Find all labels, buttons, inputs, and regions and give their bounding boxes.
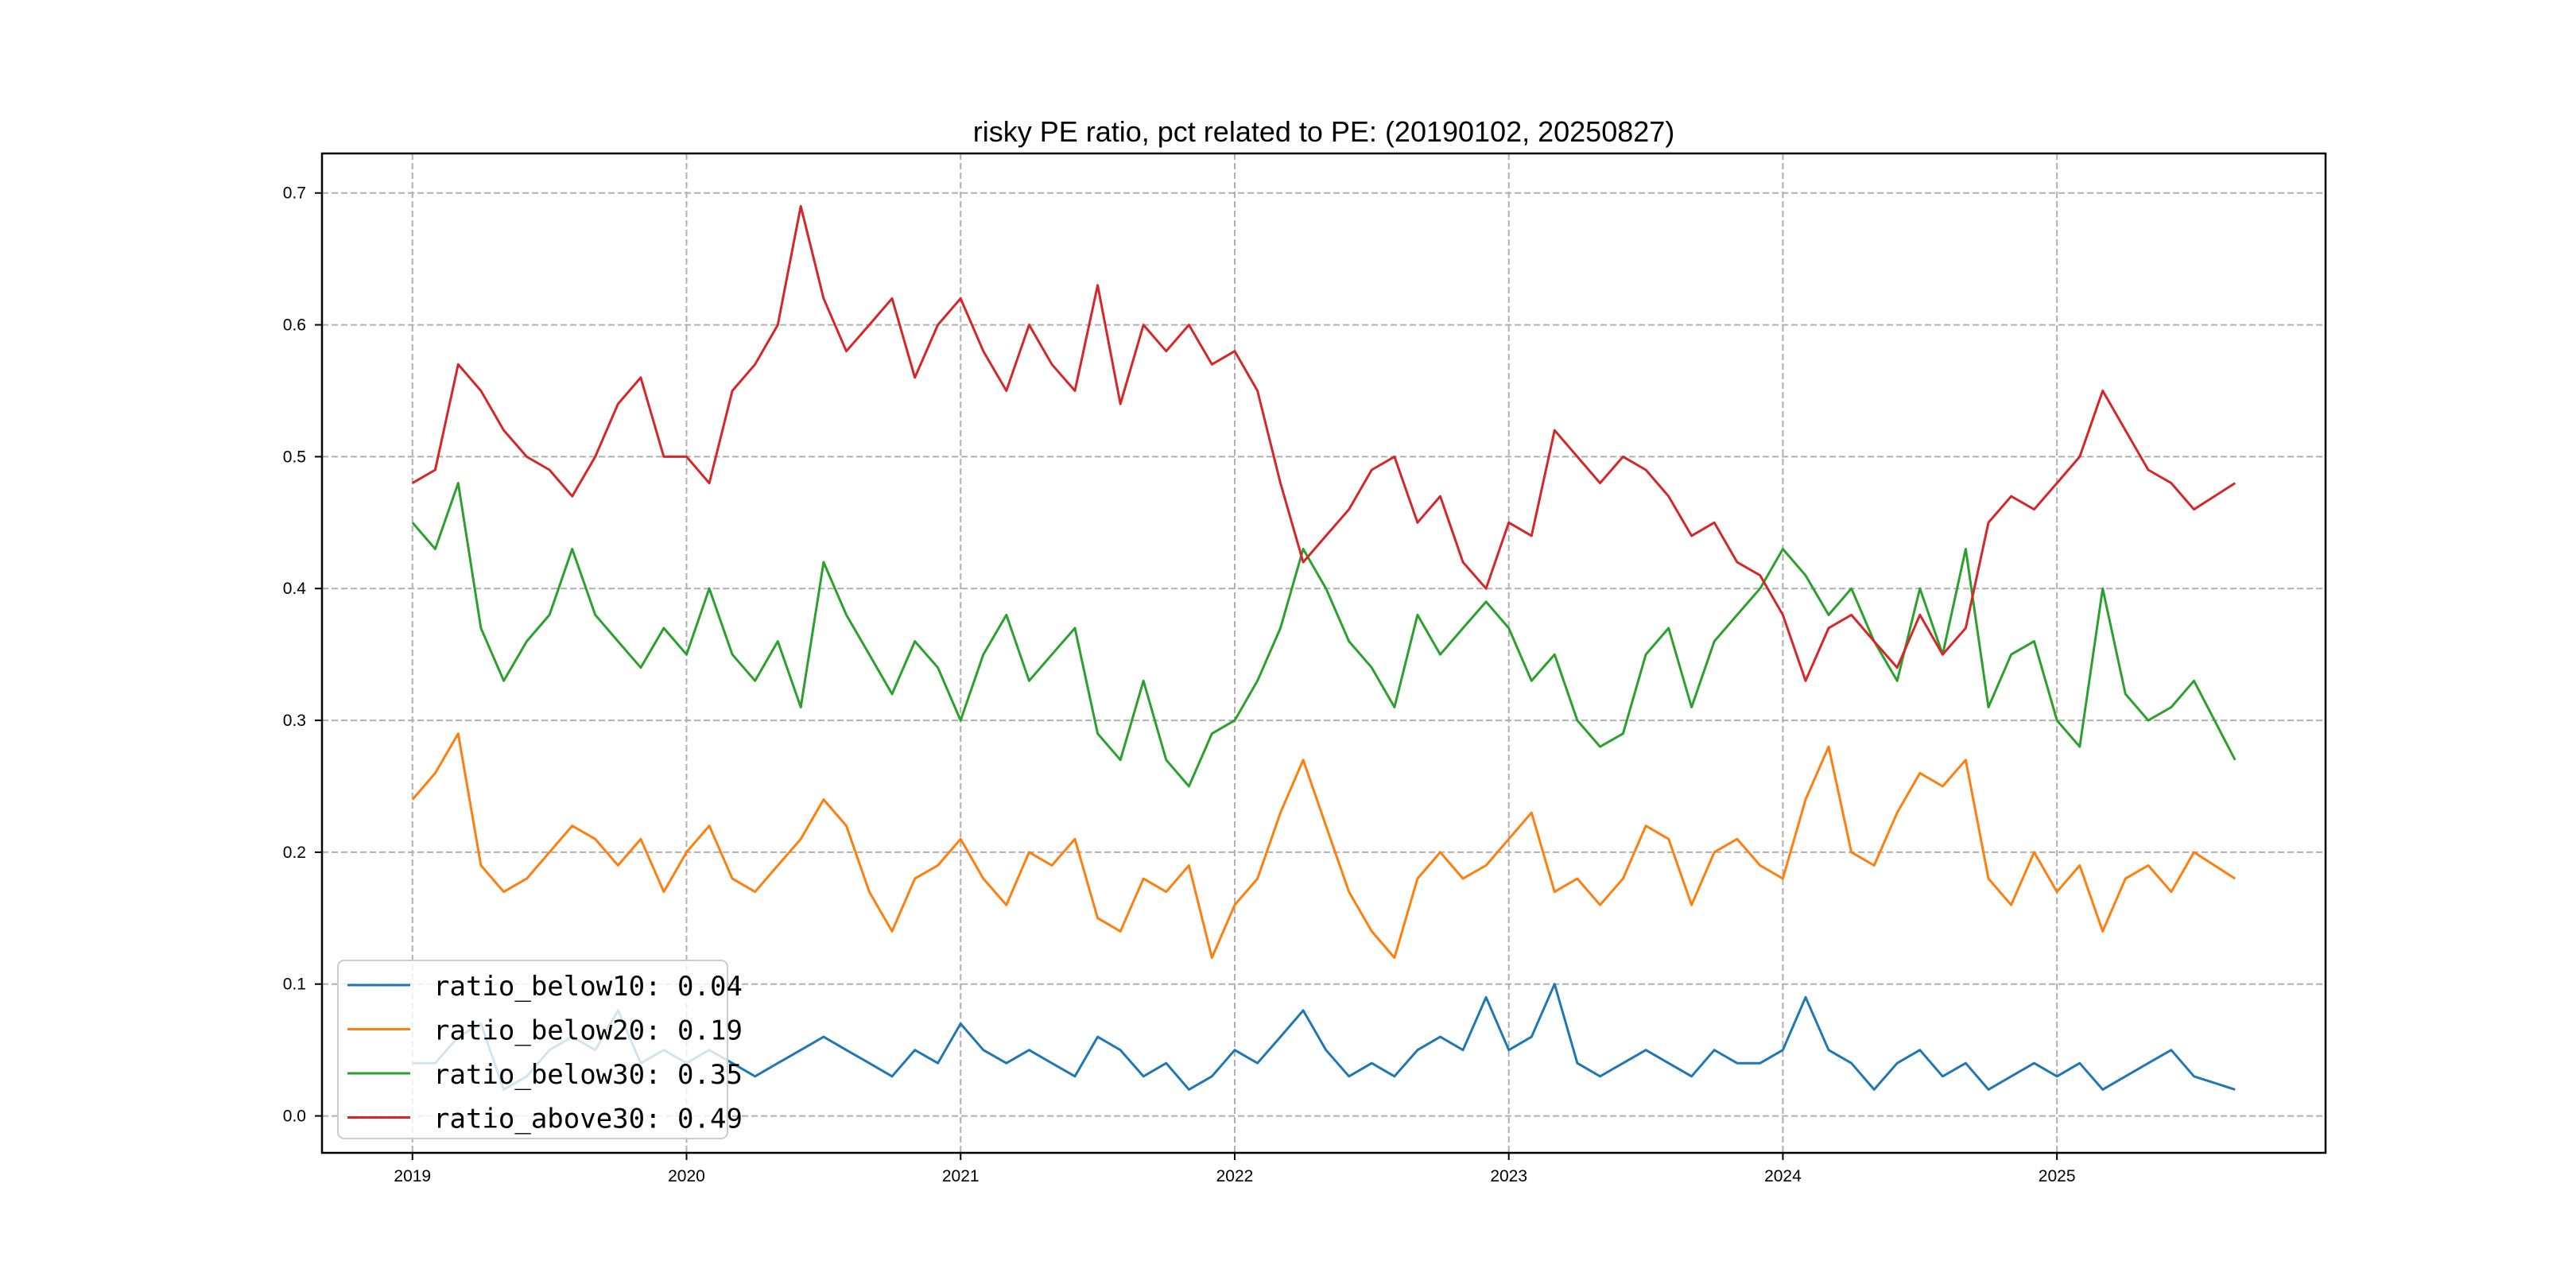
- legend-label: ratio_below30: 0.35: [433, 1059, 743, 1091]
- x-tick-label: 2022: [1216, 1167, 1254, 1185]
- y-tick-label: 0.3: [283, 712, 306, 730]
- plot-frame: [320, 152, 2327, 1154]
- legend-entry-ratio-below20: ratio_below20: 0.19: [347, 1015, 743, 1047]
- legend-entry-ratio-above30: ratio_above30: 0.49: [347, 1104, 743, 1135]
- x-tick-label: 2025: [2039, 1167, 2076, 1185]
- x-tick-label: 2020: [668, 1167, 705, 1185]
- y-tick-label: 0.7: [283, 184, 306, 203]
- x-tick-label: 2024: [1764, 1167, 1802, 1185]
- y-tick-label: 0.0: [283, 1108, 306, 1126]
- legend-entry-ratio-below10: ratio_below10: 0.04: [347, 971, 743, 1003]
- y-tick-label: 0.5: [283, 448, 306, 466]
- x-tick-label: 2023: [1490, 1167, 1527, 1185]
- legend-entry-ratio-below30: ratio_below30: 0.35: [347, 1059, 743, 1091]
- legend: ratio_below10: 0.04 ratio_below20: 0.19 ra…: [337, 960, 743, 1139]
- legend-label: ratio_below10: 0.04: [433, 971, 743, 1003]
- axes: 2019 2020 2021 2022 2023 2024 2025 0.0 0.1 0.2 0.3…: [283, 152, 2327, 1185]
- y-tick-label: 0.6: [283, 316, 306, 335]
- y-tick-label: 0.1: [283, 976, 306, 994]
- legend-box: [337, 960, 728, 1139]
- series-line-ratio-below30: [411, 482, 2237, 788]
- series-line-ratio-above30: [412, 204, 2237, 682]
- x-tick-label: 2019: [394, 1167, 431, 1185]
- legend-label: ratio_below20: 0.19: [433, 1015, 743, 1047]
- legend-label: ratio_above30: 0.49: [433, 1104, 743, 1135]
- chart-title: risky PE ratio, pct related to PE: (2019…: [973, 115, 1675, 148]
- x-tick-label: 2021: [942, 1167, 980, 1185]
- series-line-ratio-below20: [411, 732, 2237, 960]
- y-tick-label: 0.2: [283, 844, 306, 862]
- y-tick-label: 0.4: [283, 580, 307, 598]
